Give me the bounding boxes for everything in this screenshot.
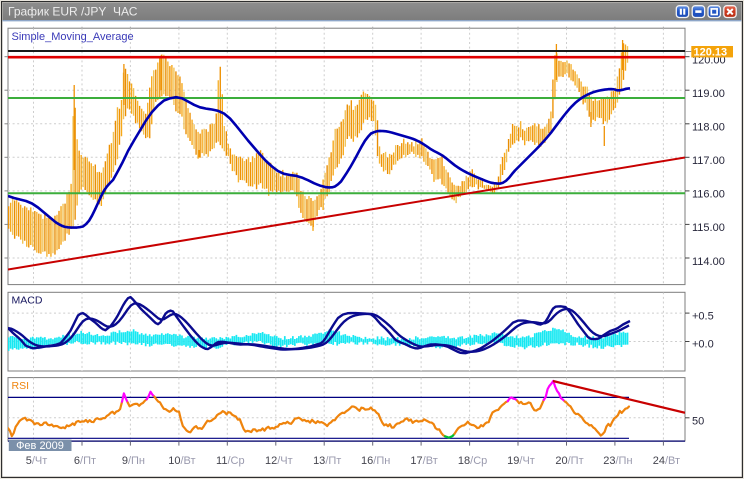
svg-text:119.00: 119.00 <box>692 88 725 100</box>
svg-text:17/Вт: 17/Вт <box>410 455 437 467</box>
svg-text:16/Пн: 16/Пн <box>361 455 390 467</box>
svg-text:115.00: 115.00 <box>692 222 725 234</box>
svg-text:График EUR /JPY ЧАС: График EUR /JPY ЧАС <box>8 5 138 19</box>
svg-text:RSI: RSI <box>12 380 30 392</box>
svg-text:24/Вт: 24/Вт <box>653 455 680 467</box>
svg-text:10/Вт: 10/Вт <box>168 455 195 467</box>
svg-text:13/Пт: 13/Пт <box>313 455 341 467</box>
svg-text:11/Ср: 11/Ср <box>216 455 245 467</box>
svg-text:117.00: 117.00 <box>692 155 725 167</box>
svg-text:20/Пт: 20/Пт <box>555 455 583 467</box>
svg-text:116.00: 116.00 <box>692 189 725 201</box>
svg-text:MACD: MACD <box>12 295 43 307</box>
svg-text:18/Ср: 18/Ср <box>458 455 487 467</box>
svg-text:19/Чт: 19/Чт <box>507 455 535 467</box>
svg-text:120.13: 120.13 <box>694 47 728 59</box>
svg-text:114.00: 114.00 <box>692 256 725 268</box>
svg-text:50: 50 <box>692 416 704 428</box>
svg-text:+0.5: +0.5 <box>692 310 714 322</box>
svg-text:12/Чт: 12/Чт <box>265 455 293 467</box>
svg-text:120.00: 120.00 <box>692 55 726 67</box>
svg-text:Фев 2009: Фев 2009 <box>16 440 64 452</box>
svg-text:5/Чт: 5/Чт <box>26 455 48 467</box>
svg-text:Simple_Moving_Average: Simple_Moving_Average <box>12 31 134 43</box>
svg-text:23/Пн: 23/Пн <box>603 455 632 467</box>
svg-text:+0.0: +0.0 <box>692 339 714 351</box>
svg-text:9/Пн: 9/Пн <box>122 455 145 467</box>
svg-text:6/Пт: 6/Пт <box>74 455 96 467</box>
svg-text:118.00: 118.00 <box>692 122 725 134</box>
